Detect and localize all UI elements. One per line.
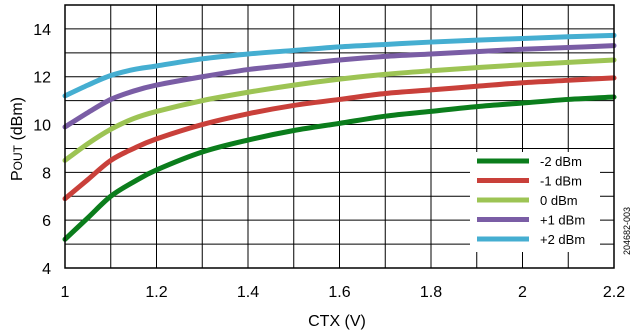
- y-tick-label: 8: [42, 165, 51, 182]
- x-tick-label: 1.4: [237, 284, 259, 301]
- x-tick-label: 2.2: [603, 284, 625, 301]
- x-tick-label: 2: [518, 284, 527, 301]
- chart-series: [62, 32, 617, 242]
- y-axis-title-main: P: [9, 170, 26, 181]
- legend-label: -2 dBm: [540, 154, 582, 169]
- y-tick-label: 14: [33, 22, 51, 39]
- x-tick-labels: 1 1.2 1.4 1.6 1.8 2 2.2: [61, 284, 626, 301]
- y-axis-title-sub: OUT: [11, 144, 25, 170]
- legend-label: -1 dBm: [540, 174, 582, 189]
- x-tick-label: 1.8: [420, 284, 442, 301]
- y-tick-label: 6: [42, 213, 51, 230]
- series-line: [62, 57, 617, 163]
- y-axis-title: POUT (dBm): [9, 97, 26, 181]
- figure-id: 204682-003: [622, 207, 632, 255]
- y-tick-label: 4: [42, 261, 51, 278]
- x-tick-label: 1: [61, 284, 70, 301]
- series-line: [62, 75, 617, 202]
- legend-label: +2 dBm: [540, 232, 585, 247]
- y-tick-label: 12: [33, 70, 51, 87]
- y-tick-label: 10: [33, 118, 51, 135]
- chart-legend: -2 dBm -1 dBm 0 dBm +1 dBm +2 dBm: [470, 152, 600, 252]
- plot-frame: [64, 4, 615, 269]
- y-axis-title-tail: (dBm): [9, 97, 26, 145]
- x-tick-label: 1.2: [145, 284, 167, 301]
- x-tick-label: 1.6: [328, 284, 350, 301]
- series-line: [62, 32, 617, 99]
- y-tick-labels: 4 6 8 10 12 14: [33, 22, 51, 278]
- legend-label: +1 dBm: [540, 213, 585, 228]
- x-axis-title: CTX (V): [308, 313, 366, 330]
- legend-label: 0 dBm: [540, 193, 578, 208]
- series-line: [62, 94, 617, 242]
- chart-frame: [64, 4, 615, 269]
- series-line: [62, 43, 617, 130]
